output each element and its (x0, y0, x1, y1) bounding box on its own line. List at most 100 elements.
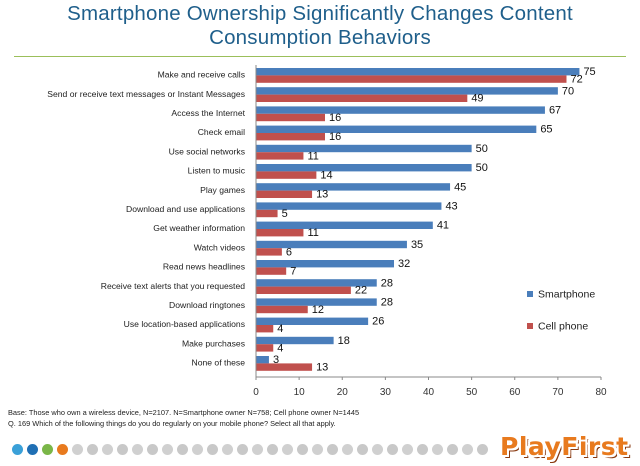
bar-cell-phone-make-purchases (256, 344, 274, 352)
data-label-smartphone-receive-text-alerts-that-you-requested: 28 (381, 277, 393, 289)
data-label-smartphone-none-of-these: 3 (273, 354, 279, 366)
bar-smartphone-access-the-internet (256, 106, 545, 114)
data-label-cell-phone-make-and-receive-calls: 72 (571, 74, 583, 86)
category-label-download-and-use-applications: Download and use applications (126, 204, 245, 214)
bar-cell-phone-download-and-use-applications (256, 209, 278, 218)
data-label-smartphone-play-games: 45 (454, 181, 466, 193)
bar-smartphone-listen-to-music (256, 164, 472, 172)
decor-dot (42, 444, 53, 455)
decor-dot (342, 444, 353, 455)
decor-dot (162, 444, 173, 455)
x-tick-label-30: 30 (380, 387, 392, 398)
decor-dot (222, 444, 233, 455)
data-label-cell-phone-send-or-receive-text-messages-or-instant-messages: 49 (471, 93, 483, 105)
bar-cell-phone-none-of-these (256, 363, 313, 371)
decor-dot (372, 444, 383, 455)
data-label-smartphone-download-and-use-applications: 43 (445, 201, 457, 213)
bar-smartphone-use-location-based-applications (256, 317, 369, 325)
x-tick-label-0: 0 (253, 387, 259, 398)
legend-label-cell-phone: Cell phone (538, 321, 588, 333)
decor-dot (132, 444, 143, 455)
bar-cell-phone-check-email (256, 133, 325, 141)
data-label-smartphone-make-and-receive-calls: 75 (583, 66, 595, 78)
bar-smartphone-play-games (256, 183, 451, 191)
x-tick-label-10: 10 (294, 387, 306, 398)
bar-cell-phone-listen-to-music (256, 171, 317, 179)
category-label-get-weather-information: Get weather information (153, 223, 245, 233)
decor-dot (327, 444, 338, 455)
data-label-cell-phone-none-of-these: 13 (316, 362, 328, 374)
decor-dot (12, 444, 23, 455)
x-tick-label-20: 20 (337, 387, 349, 398)
bar-cell-phone-send-or-receive-text-messages-or-instant-messages (256, 94, 468, 102)
title-divider (14, 56, 626, 57)
data-label-smartphone-read-news-headlines: 32 (398, 258, 410, 270)
bar-cell-phone-make-and-receive-calls (256, 75, 567, 83)
bar-smartphone-make-and-receive-calls (256, 68, 580, 76)
bar-smartphone-read-news-headlines (256, 260, 394, 268)
x-tick-label-60: 60 (509, 387, 521, 398)
decor-dot (357, 444, 368, 455)
category-label-play-games: Play games (200, 185, 245, 195)
data-label-cell-phone-listen-to-music: 14 (320, 170, 332, 182)
x-tick-label-40: 40 (423, 387, 435, 398)
category-label-make-and-receive-calls: Make and receive calls (158, 70, 245, 80)
bar-cell-phone-receive-text-alerts-that-you-requested (256, 286, 351, 294)
category-label-listen-to-music: Listen to music (188, 166, 246, 176)
bar-cell-phone-read-news-headlines (256, 267, 287, 275)
legend-swatch-cell-phone (527, 323, 533, 329)
decor-dot (72, 444, 83, 455)
data-label-smartphone-access-the-internet: 67 (549, 105, 561, 117)
playfirst-logo: PlayFirst (500, 432, 629, 461)
chart-title: Smartphone Ownership Significantly Chang… (0, 2, 640, 50)
chart-title-line-2: Consumption Behaviors (209, 26, 431, 49)
decor-dot (282, 444, 293, 455)
bar-smartphone-watch-videos (256, 240, 407, 249)
data-label-cell-phone-access-the-internet: 16 (329, 112, 341, 124)
chart-title-line-1: Smartphone Ownership Significantly Chang… (67, 2, 573, 25)
decor-dot (267, 444, 278, 455)
data-label-cell-phone-watch-videos: 6 (286, 246, 292, 258)
data-label-cell-phone-check-email: 16 (329, 131, 341, 143)
data-label-smartphone-get-weather-information: 41 (437, 220, 449, 232)
data-label-smartphone-send-or-receive-text-messages-or-instant-messages: 70 (562, 85, 574, 97)
data-label-cell-phone-download-and-use-applications: 5 (282, 208, 288, 220)
decor-dot (237, 444, 248, 455)
bar-cell-phone-download-ringtones (256, 305, 308, 314)
x-tick-label-80: 80 (595, 387, 607, 398)
bar-smartphone-use-social-networks (256, 144, 472, 153)
bar-cell-phone-get-weather-information (256, 229, 304, 237)
bar-cell-phone-watch-videos (256, 248, 282, 256)
decor-dot (177, 444, 188, 455)
data-label-cell-phone-make-purchases: 4 (277, 342, 283, 354)
category-label-make-purchases: Make purchases (182, 338, 245, 348)
footnote: Base: Those who own a wireless device, N… (8, 408, 478, 429)
category-label-use-location-based-applications: Use location-based applications (124, 319, 245, 329)
category-label-receive-text-alerts-that-you-requested: Receive text alerts that you requested (101, 281, 245, 291)
bar-smartphone-make-purchases (256, 336, 334, 345)
data-label-cell-phone-play-games: 13 (316, 189, 328, 201)
bar-smartphone-check-email (256, 125, 537, 133)
data-label-cell-phone-get-weather-information: 11 (307, 227, 318, 239)
legend-label-smartphone: Smartphone (538, 289, 595, 301)
decor-dot (147, 444, 158, 455)
decor-dot (477, 444, 488, 455)
footnote-question: Q. 169 Which of the following things do … (8, 418, 336, 428)
bar-smartphone-download-ringtones (256, 298, 377, 306)
data-label-cell-phone-use-location-based-applications: 4 (277, 323, 283, 335)
x-tick-label-70: 70 (552, 387, 564, 398)
decor-dot (192, 444, 203, 455)
bar-smartphone-get-weather-information (256, 221, 433, 229)
category-label-download-ringtones: Download ringtones (169, 300, 245, 310)
x-tick-label-50: 50 (466, 387, 478, 398)
category-label-read-news-headlines: Read news headlines (163, 262, 245, 272)
data-label-smartphone-listen-to-music: 50 (476, 162, 488, 174)
decor-dot (402, 444, 413, 455)
decor-dot (87, 444, 98, 455)
decor-dot (102, 444, 113, 455)
decor-dot (447, 444, 458, 455)
category-label-none-of-these: None of these (191, 358, 245, 368)
bar-smartphone-none-of-these (256, 356, 269, 364)
decor-dot (432, 444, 443, 455)
